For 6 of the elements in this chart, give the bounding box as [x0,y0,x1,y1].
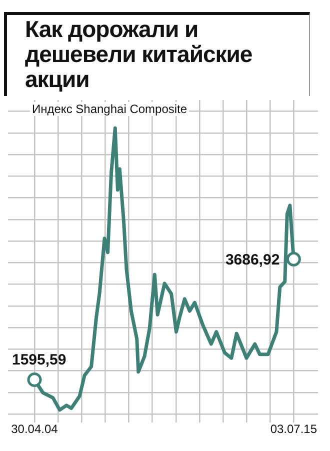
annotation: 3686,92 [225,251,280,268]
x-tick-label: 30.04.04 [11,422,58,436]
chart-title: Как дорожали и дешевели китайские акции [25,16,254,92]
x-tick-label: 03.07.15 [270,422,318,436]
chart-subtitle: Индекс Shanghai Composite [30,102,190,116]
annotation: 1595,59 [12,351,66,368]
